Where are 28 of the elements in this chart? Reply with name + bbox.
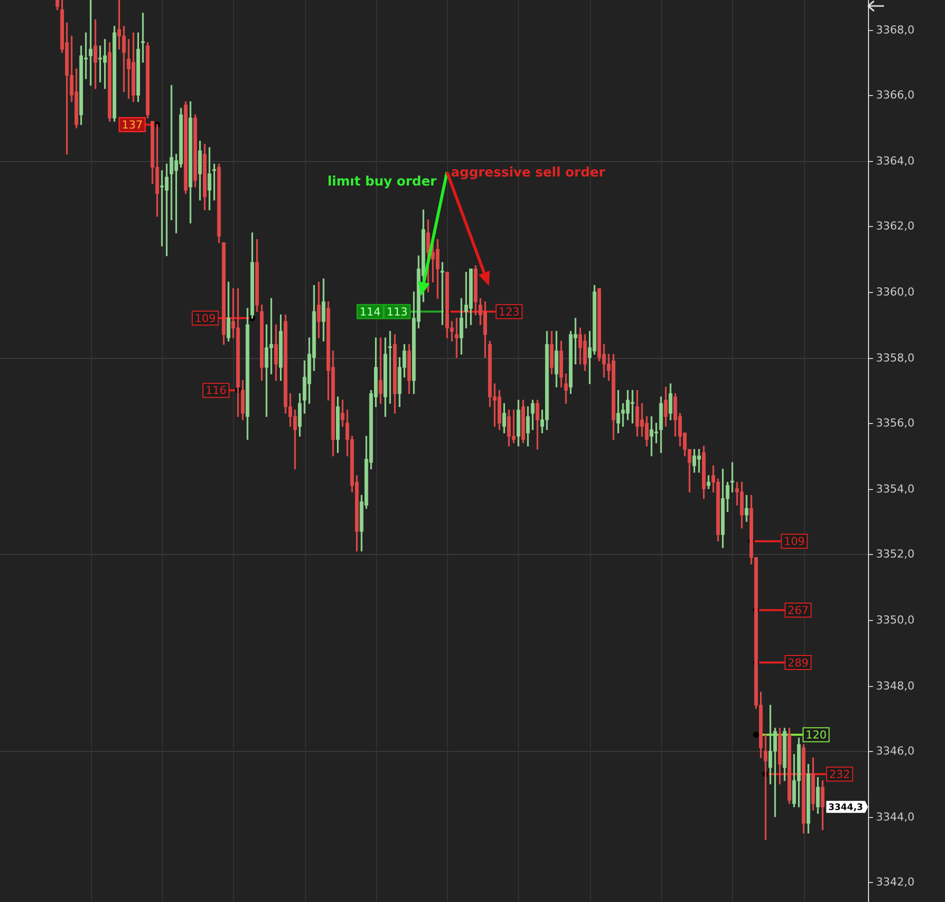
y-tick-label: 3348,0 bbox=[876, 679, 914, 692]
y-tick-label: 3354,0 bbox=[876, 482, 914, 496]
y-tick-label: 3342,0 bbox=[876, 875, 914, 888]
annotation: 289 bbox=[788, 656, 809, 670]
annotation: 109 bbox=[784, 535, 805, 548]
y-tick-label: 3368,0 bbox=[876, 23, 914, 36]
text: 3344,3 bbox=[828, 803, 864, 814]
y-tick-label: 3360,0 bbox=[876, 285, 914, 298]
annotation: 114 bbox=[360, 305, 381, 318]
annotation: limıt buy order bbox=[327, 174, 438, 190]
y-tick-label: 3356,0 bbox=[876, 416, 914, 430]
y-tick-label: 3364,0 bbox=[876, 154, 914, 168]
y-tick-label: 3344,0 bbox=[876, 810, 914, 824]
y-tick-label: 3362,0 bbox=[876, 219, 914, 232]
annotation: 232 bbox=[829, 768, 850, 781]
annotation: aggressive sell order bbox=[450, 165, 606, 180]
annotation: 109 bbox=[194, 312, 216, 326]
annotation: 267 bbox=[788, 604, 809, 617]
y-tick-label: 3350,0 bbox=[876, 613, 914, 626]
y-tick-label: 3358,0 bbox=[876, 351, 914, 364]
annotation: 116 bbox=[205, 384, 226, 398]
y-tick-label: 3366,0 bbox=[876, 88, 914, 102]
annotation: 120 bbox=[806, 728, 827, 742]
y-tick-label: 3346,0 bbox=[876, 744, 914, 758]
annotation: 137 bbox=[122, 118, 143, 132]
annotation: 123 bbox=[498, 305, 520, 318]
annotation: 113 bbox=[386, 305, 408, 318]
y-tick-label: 3352,0 bbox=[876, 547, 914, 560]
